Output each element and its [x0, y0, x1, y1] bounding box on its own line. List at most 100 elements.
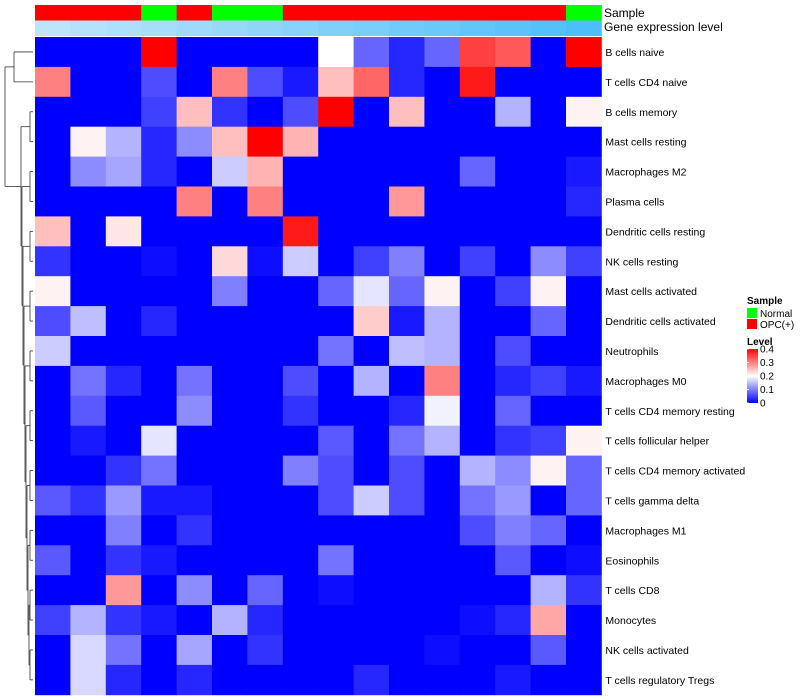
heatmap-cell [176, 545, 213, 576]
heatmap-cell [530, 485, 567, 516]
heatmap-cell [495, 395, 531, 427]
expression-annotation-cell [353, 20, 390, 36]
heatmap-cell [353, 365, 390, 397]
heatmap-cell [35, 635, 71, 666]
heatmap-cell [353, 246, 390, 277]
heatmap-cell [530, 455, 567, 486]
heatmap-cell [70, 635, 107, 666]
heatmap-cell [424, 126, 461, 157]
heatmap-cell [495, 336, 531, 367]
heatmap-cell [141, 545, 177, 576]
heatmap-cell [282, 276, 319, 307]
heatmap-cell [495, 306, 531, 337]
heatmap-cell [318, 515, 354, 546]
heatmap-cell [389, 425, 425, 456]
row-label: Dendritic cells resting [605, 226, 705, 238]
legend-tick-label: 0.2 [760, 372, 774, 383]
heatmap-cell [176, 126, 213, 157]
heatmap-cell [353, 545, 390, 576]
expression-annotation-cell [459, 20, 496, 36]
heatmap-cell [70, 186, 107, 217]
sample-annotation-cell [389, 5, 425, 21]
heatmap-cell [176, 485, 213, 516]
heatmap-cell [389, 37, 425, 68]
heatmap-cell [389, 515, 425, 546]
heatmap-cell [459, 455, 496, 486]
heatmap-cell [35, 306, 71, 337]
heatmap-cell [424, 425, 461, 456]
heatmap-cell [282, 605, 319, 636]
heatmap-cell [353, 485, 390, 516]
heatmap-cell [495, 66, 531, 98]
heatmap-cell [495, 246, 531, 277]
heatmap-cell [282, 37, 319, 68]
heatmap-cell [247, 425, 284, 456]
heatmap-cell [389, 485, 425, 516]
heatmap-cell [353, 37, 390, 68]
heatmap-cell [105, 605, 142, 636]
heatmap-cell [176, 66, 213, 98]
row-dendrogram [4, 51, 33, 681]
heatmap-cell [282, 545, 319, 576]
heatmap-cell [176, 455, 213, 486]
legend-swatch-opc- [747, 319, 757, 329]
heatmap-cell [459, 66, 496, 98]
heatmap-cell [318, 455, 354, 486]
heatmap-cell [530, 365, 567, 397]
heatmap-cell [495, 664, 531, 696]
heatmap-cell [459, 664, 496, 696]
heatmap-cell [141, 455, 177, 486]
heatmap-cell [318, 306, 354, 337]
heatmap-cell [389, 66, 425, 98]
annotation-label-gene-expression: Gene expression level [604, 20, 723, 34]
heatmap-cell [105, 395, 142, 427]
heatmap-cell [282, 336, 319, 367]
legend-level-title: Level [747, 337, 773, 348]
expression-annotation-cell [282, 20, 319, 36]
heatmap-cell [105, 455, 142, 486]
row-label: Monocytes [605, 615, 656, 627]
heatmap-cells [35, 37, 602, 696]
heatmap-cell [459, 336, 496, 367]
heatmap-cell [35, 485, 71, 516]
heatmap-cell [141, 575, 177, 606]
heatmap-cell [282, 66, 319, 98]
heatmap-cell [247, 96, 284, 128]
heatmap-cell [353, 126, 390, 157]
heatmap-cell [495, 575, 531, 606]
heatmap-cell [141, 186, 177, 217]
heatmap-cell [141, 96, 177, 128]
heatmap-cell [70, 156, 107, 187]
heatmap-cell [282, 246, 319, 277]
heatmap-cell [389, 96, 425, 128]
sample-annotation-cell [35, 5, 71, 21]
heatmap-cell [318, 66, 354, 98]
heatmap-cell [424, 515, 461, 546]
row-label: B cells memory [605, 107, 678, 119]
heatmap-cell [212, 66, 248, 98]
heatmap-cell [282, 664, 319, 696]
heatmap-cell [318, 605, 354, 636]
heatmap-cell [141, 276, 177, 307]
heatmap-cell [424, 66, 461, 98]
heatmap-cell [530, 37, 567, 68]
heatmap-cell [459, 96, 496, 128]
heatmap-cell [424, 37, 461, 68]
heatmap-cell [495, 425, 531, 456]
heatmap-cell [389, 276, 425, 307]
heatmap-cell [530, 575, 567, 606]
heatmap-cell [70, 664, 107, 696]
heatmap-cell [530, 276, 567, 307]
heatmap-cell [70, 276, 107, 307]
heatmap-cell [424, 156, 461, 187]
expression-annotation-cell [495, 20, 531, 36]
heatmap-cell [459, 575, 496, 606]
heatmap-cell [389, 575, 425, 606]
heatmap-cell [35, 425, 71, 456]
row-label: Dendritic cells activated [605, 316, 715, 328]
heatmap-cell [105, 575, 142, 606]
heatmap-cell [176, 425, 213, 456]
sample-annotation-cell [459, 5, 496, 21]
heatmap-cell [212, 276, 248, 307]
sample-annotation-cell [141, 5, 177, 21]
